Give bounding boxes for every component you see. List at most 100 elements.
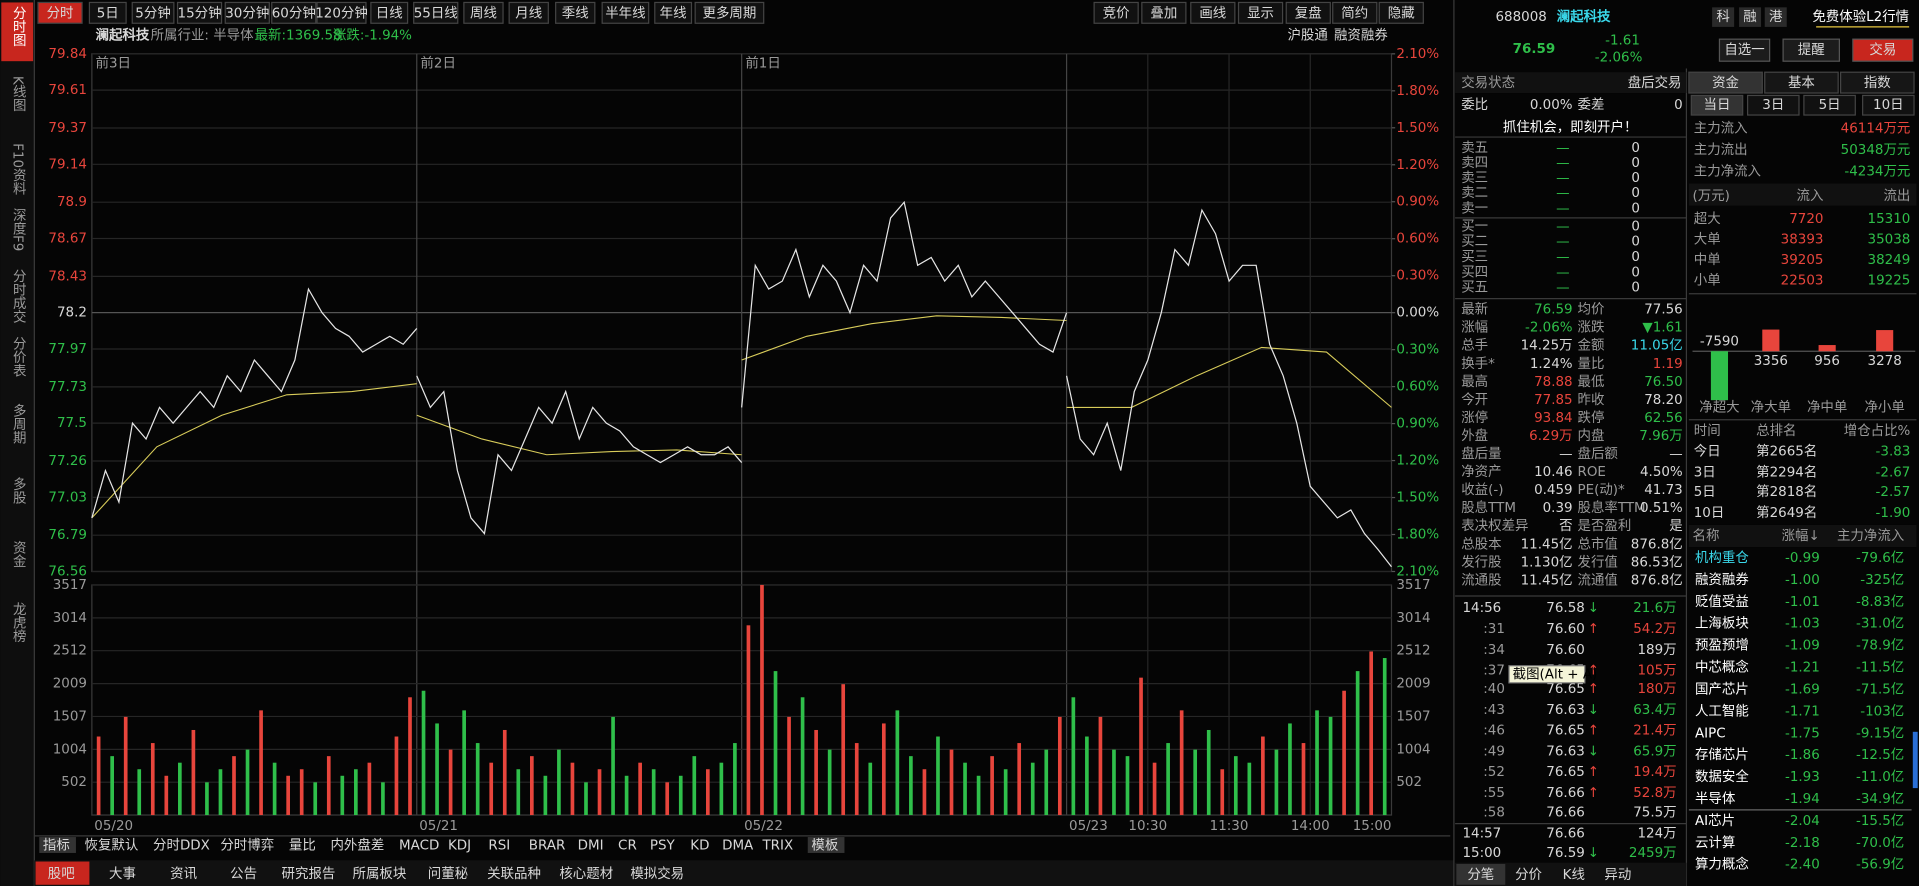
bottom-tab[interactable]: 资讯 xyxy=(170,866,197,882)
sidebar-tab[interactable]: 多周期 xyxy=(10,403,27,446)
fund-tab-label[interactable]: 指数 xyxy=(1864,75,1891,91)
bottom-tab[interactable]: 核心题材 xyxy=(559,866,613,882)
sector-name[interactable]: 中芯概念 xyxy=(1695,659,1749,676)
detail-tab[interactable]: 异动 xyxy=(1604,867,1631,883)
indicator-tab[interactable]: DMI xyxy=(578,839,604,854)
sector-name[interactable]: 国产芯片 xyxy=(1695,681,1749,697)
period-tab[interactable] xyxy=(271,1,317,24)
sector-name[interactable]: 存储芯片 xyxy=(1695,747,1749,763)
sector-name[interactable]: AI芯片 xyxy=(1695,813,1735,829)
indicator-tab[interactable]: 恢复默认 xyxy=(85,837,139,854)
tool-label[interactable]: 画线 xyxy=(1199,5,1226,21)
bottom-tab[interactable]: 所属板块 xyxy=(353,866,407,882)
sector-name[interactable]: 机构重仓 xyxy=(1695,550,1749,566)
period-tab[interactable] xyxy=(555,1,596,24)
sector-name[interactable]: 云计算 xyxy=(1695,835,1735,851)
sidebar-tab[interactable]: 龙虎榜 xyxy=(10,602,27,643)
action-label[interactable]: 交易 xyxy=(1869,41,1896,58)
period-button[interactable] xyxy=(1803,94,1856,116)
period-label[interactable]: 季线 xyxy=(562,5,589,21)
bottom-tab[interactable]: 关联品种 xyxy=(487,866,541,882)
fund-tab[interactable] xyxy=(1839,71,1915,94)
sector-name[interactable]: 算力概念 xyxy=(1695,856,1749,873)
tool-label[interactable]: 显示 xyxy=(1247,6,1274,21)
tool-button[interactable] xyxy=(1141,1,1187,24)
period-tab[interactable] xyxy=(37,1,83,24)
sidebar-tab[interactable]: 深度F9 xyxy=(10,208,27,251)
period-label[interactable]: 5日 xyxy=(97,6,119,21)
tool-label[interactable]: 隐藏 xyxy=(1388,5,1415,21)
period-label[interactable]: 5日 xyxy=(1819,98,1841,113)
sector-name[interactable]: 上海板块 xyxy=(1695,616,1749,632)
bottom-tab[interactable]: 模拟交易 xyxy=(630,865,684,882)
period-tab[interactable] xyxy=(694,1,765,24)
tool-button[interactable] xyxy=(1237,1,1284,24)
sidebar-tab[interactable]: K线图 xyxy=(10,76,27,112)
tool-label[interactable]: 简约 xyxy=(1341,4,1368,21)
period-tab[interactable] xyxy=(463,1,504,24)
bottom-tab[interactable]: 研究报告 xyxy=(282,866,336,882)
period-tab[interactable] xyxy=(88,1,127,24)
action-label[interactable]: 自选一 xyxy=(1724,42,1764,58)
sector-name[interactable]: 预盈预增 xyxy=(1695,638,1749,654)
period-label[interactable]: 月线 xyxy=(515,5,542,21)
action-button[interactable] xyxy=(1782,38,1840,62)
sidebar-tab[interactable]: 分价表 xyxy=(10,336,27,377)
detail-tab[interactable]: K线 xyxy=(1563,867,1585,883)
sidebar-tab[interactable]: 分时图 xyxy=(10,6,27,47)
period-tab[interactable] xyxy=(654,1,693,24)
bottom-tab[interactable]: 大事 xyxy=(109,866,136,882)
period-label[interactable]: 更多周期 xyxy=(703,4,757,21)
sector-name[interactable]: AIPC xyxy=(1695,726,1726,741)
indicator-tab[interactable]: 分时博弈 xyxy=(220,837,274,854)
action-button[interactable] xyxy=(1718,38,1771,62)
promo-link[interactable]: 抓住机会，即刻开户！ xyxy=(1503,118,1638,135)
sector-name[interactable]: 半导体 xyxy=(1695,791,1736,807)
tool-button[interactable] xyxy=(1332,1,1378,24)
scrollbar[interactable] xyxy=(1912,731,1918,789)
indicator-tab[interactable]: 量比 xyxy=(289,838,316,854)
indicator-tab[interactable]: MACD xyxy=(399,839,439,854)
period-label[interactable]: 周线 xyxy=(470,5,497,21)
period-label[interactable]: 5分钟 xyxy=(135,4,170,21)
tool-label[interactable]: 叠加 xyxy=(1150,5,1177,21)
indicator-tab[interactable]: 内外盘差 xyxy=(330,837,384,854)
sector-name[interactable]: 人工智能 xyxy=(1695,703,1749,719)
period-tab[interactable] xyxy=(413,1,459,24)
sector-name[interactable]: 贬值受益 xyxy=(1695,594,1749,610)
period-tab[interactable] xyxy=(370,1,409,24)
bottom-tab[interactable]: 公告 xyxy=(230,866,257,882)
bottom-tab[interactable]: 股吧 xyxy=(48,867,75,882)
sidebar-tab[interactable]: 资金 xyxy=(10,541,27,568)
bottom-tab[interactable]: 问董秘 xyxy=(428,866,468,882)
tool-label[interactable]: 复盘 xyxy=(1295,4,1322,21)
indicator-tab[interactable]: 分时DDX xyxy=(153,838,210,854)
indicator-tab[interactable]: KDJ xyxy=(448,839,471,854)
tool-button[interactable] xyxy=(1093,1,1139,24)
indicator-tab[interactable]: TRIX xyxy=(761,839,793,854)
detail-tab[interactable]: 分笔 xyxy=(1467,867,1494,883)
period-label[interactable]: 10日 xyxy=(1873,98,1904,113)
period-label[interactable]: 当日 xyxy=(1704,97,1731,113)
period-tab[interactable] xyxy=(131,1,175,24)
sidebar-tab[interactable]: 分时成交 xyxy=(10,269,27,323)
tool-button[interactable] xyxy=(1285,1,1331,24)
period-label[interactable]: 年线 xyxy=(660,5,687,21)
period-label[interactable]: 日线 xyxy=(376,5,403,21)
indicator-tab[interactable]: KD xyxy=(690,839,709,854)
tool-button[interactable] xyxy=(1378,1,1424,24)
period-button[interactable] xyxy=(1862,94,1915,116)
fund-tab-label[interactable]: 资金 xyxy=(1712,75,1739,91)
link[interactable]: 融资融券 xyxy=(1334,27,1388,43)
fund-tab[interactable] xyxy=(1688,71,1763,94)
sector-name[interactable]: 数据安全 xyxy=(1695,768,1749,785)
indicator-tab[interactable]: RSI xyxy=(488,839,510,854)
detail-tab[interactable]: 分价 xyxy=(1515,867,1542,883)
indicator-tab[interactable]: DMA xyxy=(722,839,754,854)
l2-link[interactable]: 免费体验L2行情 xyxy=(1812,9,1909,25)
period-label[interactable]: 半年线 xyxy=(605,5,645,21)
action-label[interactable]: 提醒 xyxy=(1798,42,1825,58)
period-button[interactable] xyxy=(1690,94,1744,116)
period-label[interactable]: 3日 xyxy=(1762,98,1784,113)
sector-name[interactable]: 融资融券 xyxy=(1695,572,1749,588)
